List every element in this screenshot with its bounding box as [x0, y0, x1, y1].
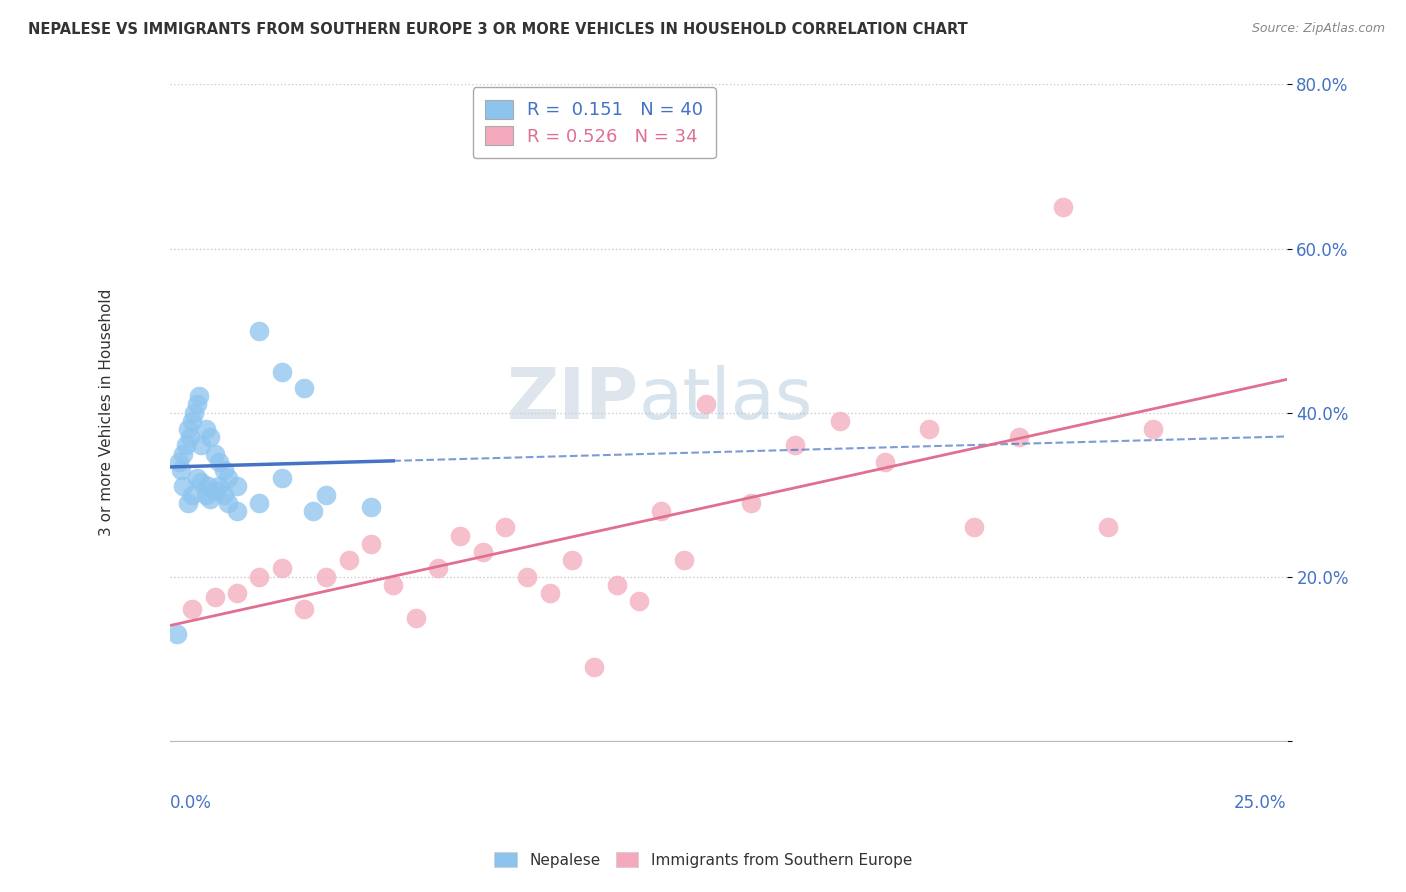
Point	[204, 590, 226, 604]
Point	[194, 488, 217, 502]
Point	[270, 561, 292, 575]
Point	[208, 479, 231, 493]
Point	[204, 483, 226, 498]
Point	[1007, 430, 1029, 444]
Point	[1097, 520, 1119, 534]
Point	[194, 422, 217, 436]
Point	[873, 455, 896, 469]
Text: atlas: atlas	[638, 365, 813, 434]
Point	[181, 602, 204, 616]
Point	[382, 578, 405, 592]
Point	[226, 504, 249, 518]
Point	[188, 389, 211, 403]
Point	[226, 479, 249, 493]
Point	[292, 381, 315, 395]
Point	[405, 610, 427, 624]
Point	[672, 553, 695, 567]
Point	[918, 422, 941, 436]
Point	[650, 504, 672, 518]
Point	[494, 520, 516, 534]
Point	[247, 496, 270, 510]
Point	[1052, 201, 1074, 215]
Point	[360, 537, 382, 551]
Point	[302, 504, 325, 518]
Point	[174, 438, 197, 452]
Point	[172, 447, 194, 461]
Point	[627, 594, 650, 608]
Point	[212, 488, 235, 502]
Point	[186, 397, 208, 411]
Point	[181, 488, 204, 502]
Point	[190, 475, 212, 490]
Point	[181, 414, 204, 428]
Y-axis label: 3 or more Vehicles in Household: 3 or more Vehicles in Household	[100, 289, 114, 536]
Point	[785, 438, 807, 452]
Point	[197, 479, 219, 493]
Text: 0.0%: 0.0%	[170, 794, 212, 812]
Point	[538, 586, 561, 600]
Point	[183, 406, 205, 420]
Text: 25.0%: 25.0%	[1234, 794, 1286, 812]
Point	[170, 463, 193, 477]
Point	[740, 496, 762, 510]
Legend: R =  0.151   N = 40, R = 0.526   N = 34: R = 0.151 N = 40, R = 0.526 N = 34	[472, 87, 716, 158]
Point	[198, 430, 221, 444]
Point	[226, 586, 249, 600]
Point	[516, 569, 538, 583]
Point	[212, 463, 235, 477]
Point	[828, 414, 851, 428]
Text: ZIP: ZIP	[506, 365, 638, 434]
Point	[270, 471, 292, 485]
Point	[315, 569, 337, 583]
Point	[471, 545, 494, 559]
Text: Source: ZipAtlas.com: Source: ZipAtlas.com	[1251, 22, 1385, 36]
Point	[292, 602, 315, 616]
Point	[217, 496, 239, 510]
Point	[963, 520, 986, 534]
Point	[217, 471, 239, 485]
Text: NEPALESE VS IMMIGRANTS FROM SOUTHERN EUROPE 3 OR MORE VEHICLES IN HOUSEHOLD CORR: NEPALESE VS IMMIGRANTS FROM SOUTHERN EUR…	[28, 22, 967, 37]
Point	[204, 447, 226, 461]
Point	[426, 561, 449, 575]
Point	[167, 455, 190, 469]
Point	[177, 422, 200, 436]
Point	[360, 500, 382, 514]
Legend: Nepalese, Immigrants from Southern Europe: Nepalese, Immigrants from Southern Europ…	[488, 846, 918, 873]
Point	[177, 496, 200, 510]
Point	[247, 569, 270, 583]
Point	[1142, 422, 1164, 436]
Point	[208, 455, 231, 469]
Point	[561, 553, 583, 567]
Point	[198, 491, 221, 506]
Point	[270, 365, 292, 379]
Point	[172, 479, 194, 493]
Point	[583, 660, 606, 674]
Point	[247, 324, 270, 338]
Point	[190, 438, 212, 452]
Point	[166, 627, 188, 641]
Point	[695, 397, 717, 411]
Point	[179, 430, 201, 444]
Point	[606, 578, 628, 592]
Point	[449, 529, 471, 543]
Point	[186, 471, 208, 485]
Point	[337, 553, 360, 567]
Point	[315, 488, 337, 502]
